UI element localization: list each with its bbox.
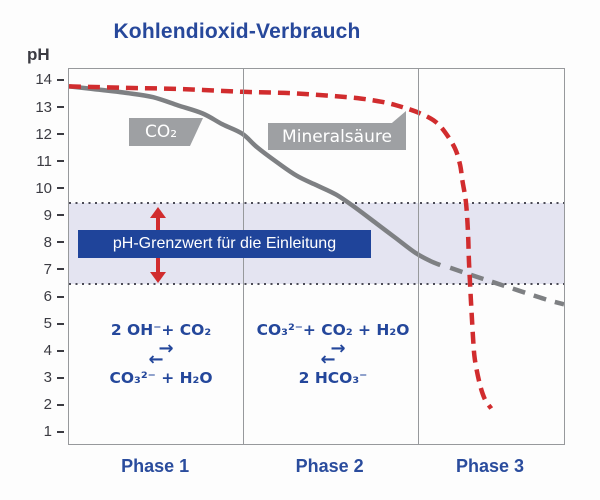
- tick-mark: [57, 241, 64, 244]
- y-tick-13: 13: [0, 97, 64, 117]
- phase2-equation: CO₃²⁻+ CO₂ + H₂O → ← 2 HCO₃⁻: [257, 321, 410, 387]
- ph-limit-banner-text: pH-Grenzwert für die Einleitung: [112, 235, 337, 252]
- y-tick-3: 3: [0, 368, 64, 388]
- tick-mark: [57, 322, 64, 325]
- tick-mark: [57, 295, 64, 298]
- tick-mark: [57, 349, 64, 352]
- band-upper-dotted-line: [69, 201, 564, 204]
- y-axis-label: pH: [27, 45, 50, 64]
- y-tick-7: 7: [0, 259, 64, 279]
- y-tick-2: 2: [0, 395, 64, 415]
- y-tick-1: 1: [0, 422, 64, 442]
- tick-mark: [57, 78, 64, 81]
- phase1-equation-bottom: CO₃²⁻ + H₂O: [109, 369, 213, 387]
- tick-mark: [57, 160, 64, 163]
- phase-label-2: Phase 2: [295, 456, 364, 476]
- y-tick-9: 9: [0, 205, 64, 225]
- equilibrium-arrows-icon: → ←: [320, 338, 346, 370]
- phase1-equation: 2 OH⁻+ CO₂ → ← CO₃²⁻ + H₂O: [109, 321, 212, 387]
- y-tick-4: 4: [0, 341, 64, 361]
- phase2-equation-bottom: 2 HCO₃⁻: [298, 369, 368, 387]
- mineralsaeure-curve-label: Mineralsäure: [268, 123, 406, 150]
- phase2-equation-top: CO₃²⁻+ CO₂ + H₂O: [256, 321, 410, 339]
- y-tick-12: 12: [0, 124, 64, 144]
- tick-mark: [57, 376, 64, 379]
- phase-label-1: Phase 1: [121, 456, 190, 476]
- tick-mark: [57, 187, 64, 190]
- phase-divider-2: [417, 69, 419, 444]
- tick-mark: [57, 268, 64, 271]
- curve-co2-dashed: [449, 265, 564, 307]
- y-tick-14: 14: [0, 70, 64, 90]
- y-tick-8: 8: [0, 232, 64, 252]
- tick-mark: [57, 403, 64, 406]
- curves-canvas: [69, 84, 564, 410]
- mineralsaeure-curve-label-text: Mineralsäure: [282, 126, 392, 147]
- y-tick-5: 5: [0, 314, 64, 334]
- curve-mineralsaeure-dashed: [69, 84, 494, 410]
- co2-curve-label-text: CO₂: [144, 122, 178, 142]
- equilibrium-arrows-icon: → ←: [148, 338, 174, 370]
- tick-mark: [57, 430, 64, 433]
- ph-limit-banner: pH-Grenzwert für die Einleitung: [78, 230, 371, 258]
- tick-mark: [57, 133, 64, 136]
- tick-mark: [57, 214, 64, 217]
- chart-title: Kohlendioxid-Verbrauch: [113, 20, 361, 43]
- y-tick-6: 6: [0, 287, 64, 307]
- y-tick-11: 11: [0, 151, 64, 171]
- phase1-equation-top: 2 OH⁻+ CO₂: [110, 321, 212, 339]
- plot-area: pH-Grenzwert für die Einleitung CO₂ Mine…: [68, 68, 565, 445]
- curve-co2-solid: [69, 84, 442, 268]
- tick-mark: [57, 106, 64, 109]
- phase-label-3: Phase 3: [455, 456, 525, 476]
- y-tick-10: 10: [0, 178, 64, 198]
- co2-curve-label: CO₂: [129, 118, 203, 146]
- band-lower-dotted-line: [69, 283, 564, 286]
